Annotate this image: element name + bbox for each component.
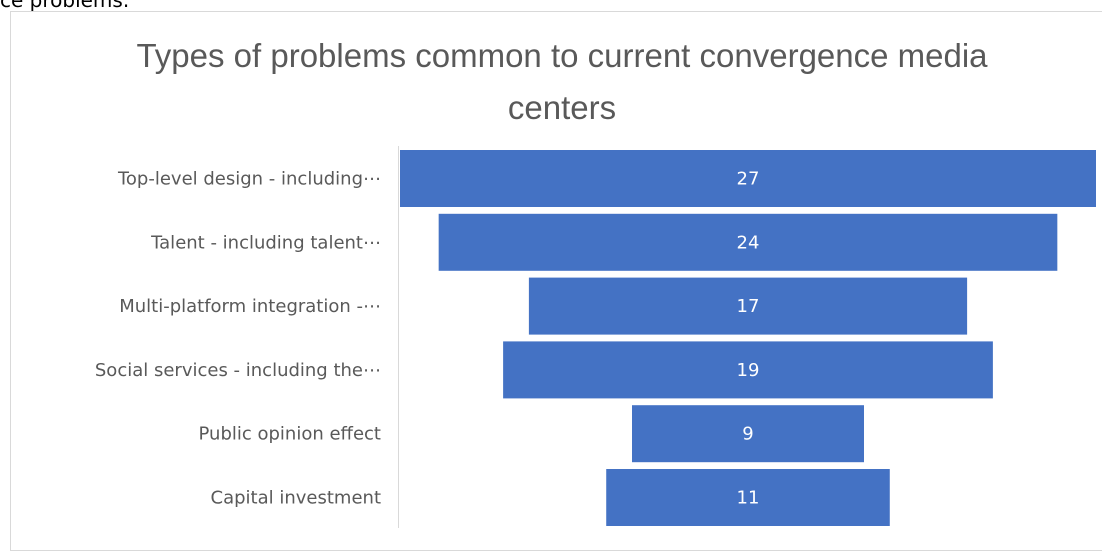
chart-title: Types of problems common to current conv… <box>0 30 1102 134</box>
category-label: Capital investment <box>211 488 381 509</box>
category-label: Top-level design - including⋯ <box>117 169 381 190</box>
chart-title-line-1: Types of problems common to current conv… <box>136 37 988 74</box>
data-label: 11 <box>737 488 760 509</box>
data-label: 24 <box>737 232 760 253</box>
funnel-bar <box>606 469 890 526</box>
category-label: Public opinion effect <box>199 424 382 445</box>
top-caption: ce problems. <box>0 0 130 12</box>
data-label: 19 <box>737 360 760 381</box>
funnel-bar <box>438 213 1058 271</box>
funnel-bar <box>528 277 968 335</box>
category-label: Multi-platform integration -⋯ <box>119 296 381 317</box>
data-label: 27 <box>737 169 760 190</box>
category-label: Talent - including talent⋯ <box>150 232 381 253</box>
data-label: 9 <box>742 424 753 445</box>
funnel-bar <box>400 150 1096 207</box>
chart-title-line-2: centers <box>507 89 617 126</box>
funnel-bar <box>503 341 993 399</box>
category-label: Social services - including the⋯ <box>95 360 381 381</box>
data-label: 17 <box>737 296 760 317</box>
funnel-bar <box>632 405 864 463</box>
